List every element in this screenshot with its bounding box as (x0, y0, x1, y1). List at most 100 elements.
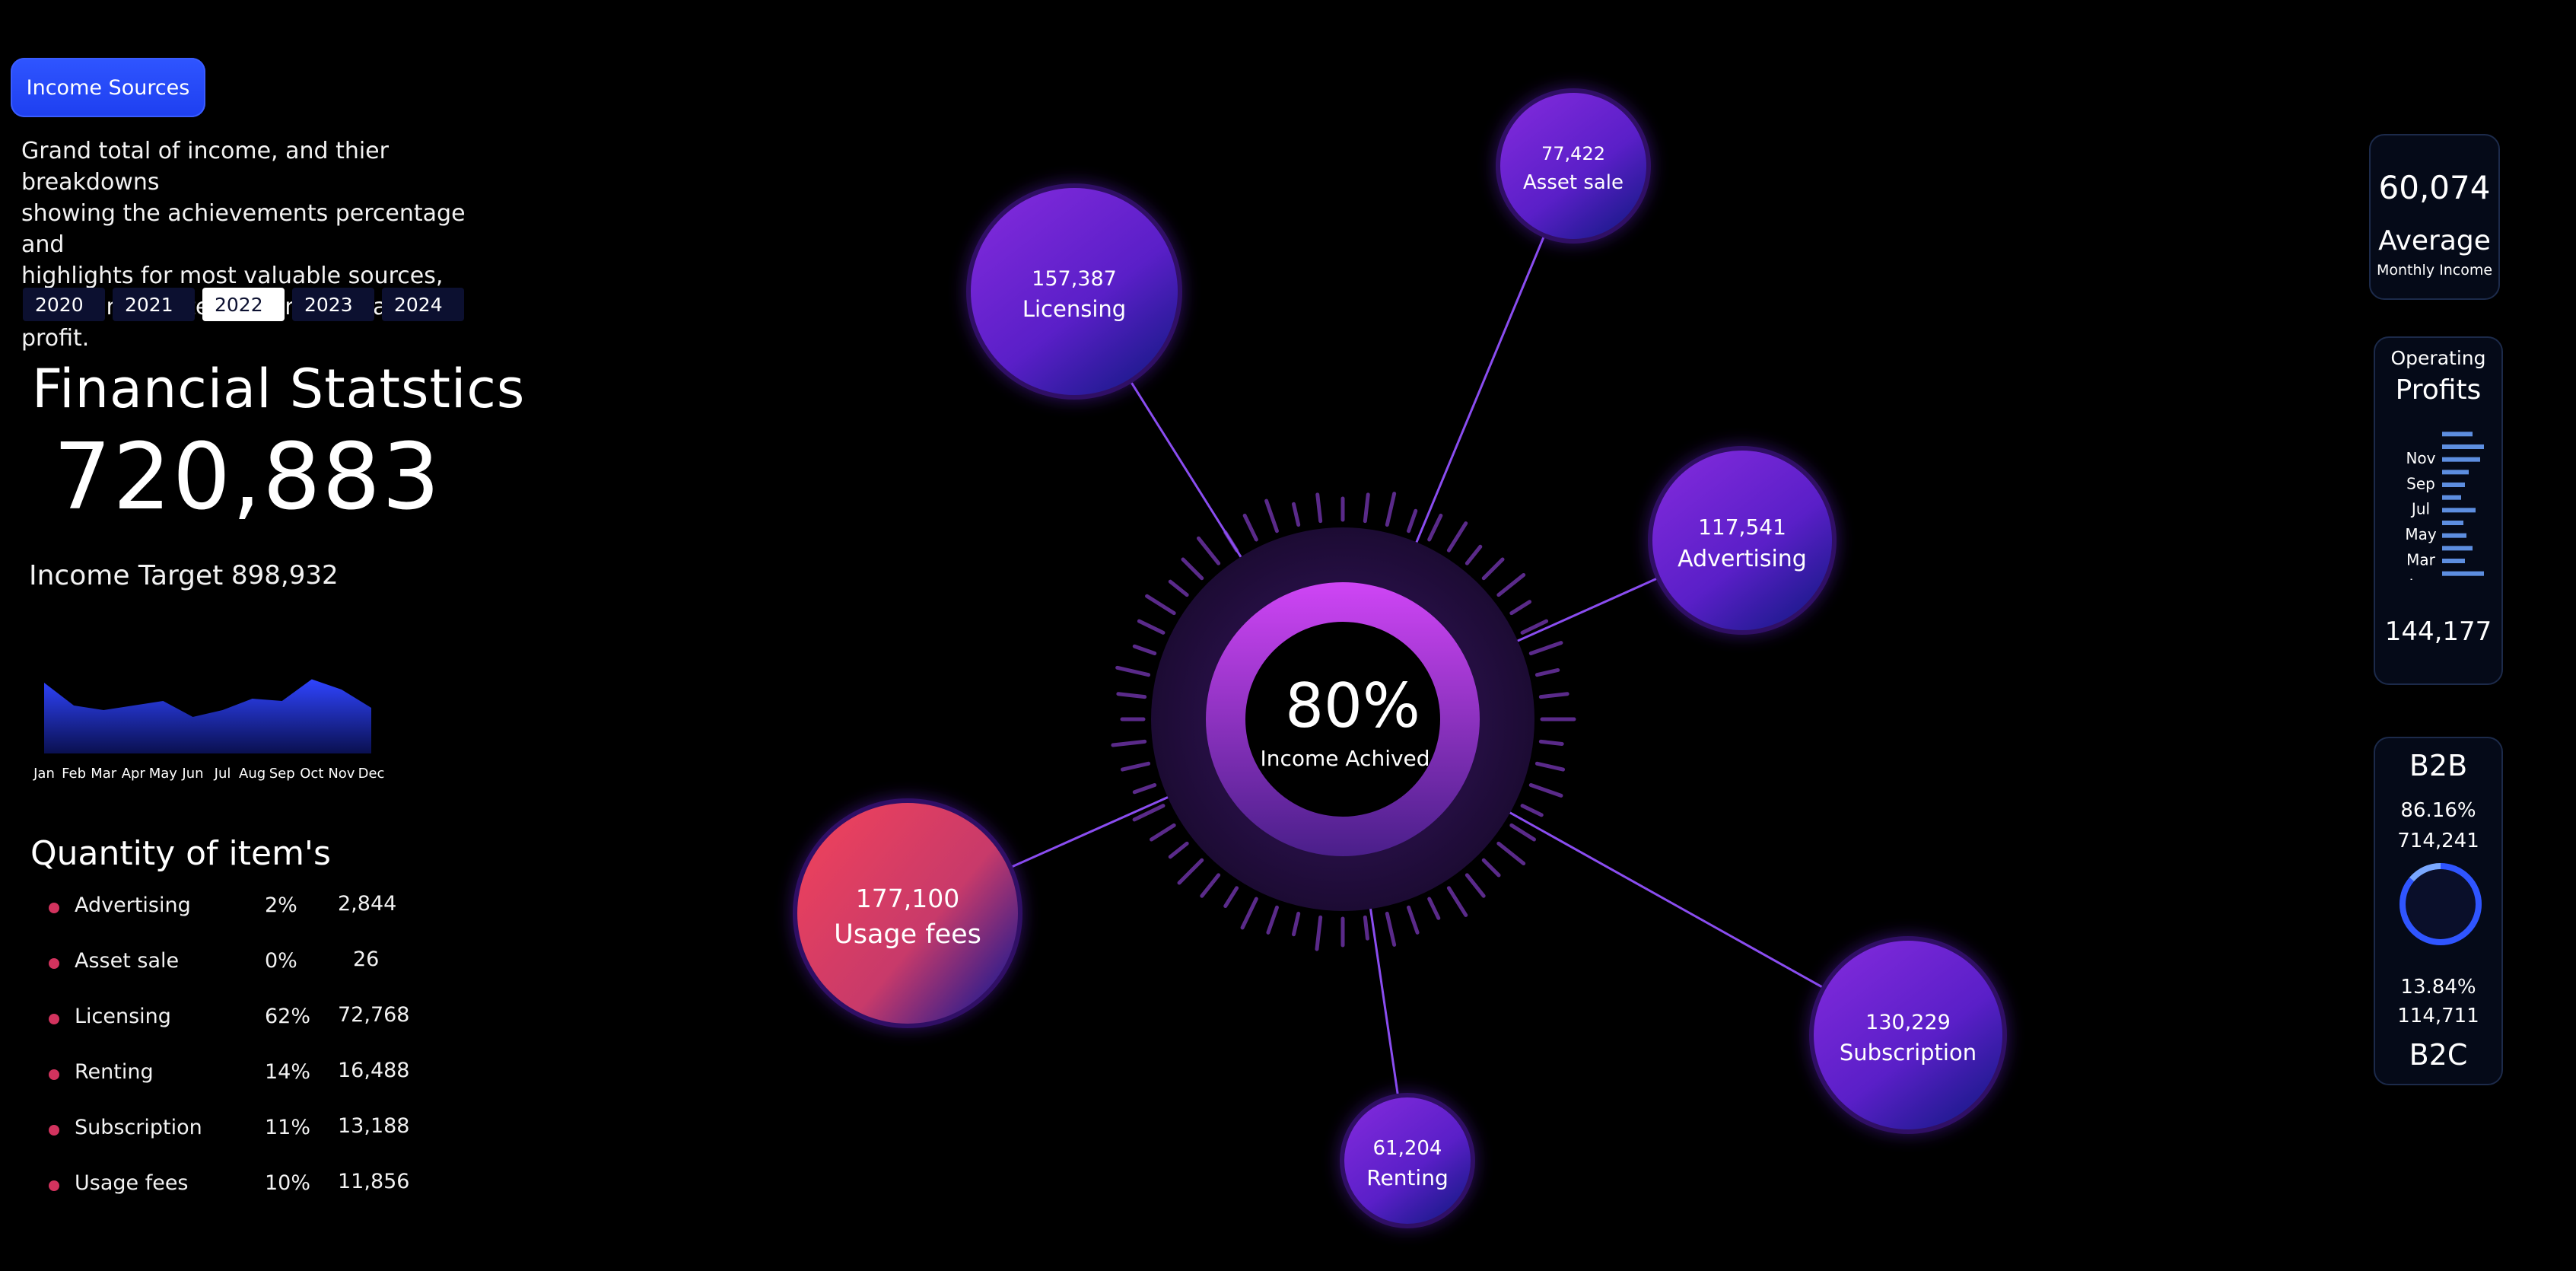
bubble-licensing[interactable]: 157,387 Licensing (966, 183, 1182, 400)
tick-mark (1363, 492, 1370, 524)
tick-mark (1496, 572, 1526, 597)
year-tab-2020[interactable]: 2020 (23, 288, 105, 321)
month-label: Jan (2408, 576, 2433, 580)
profit-bar (2442, 571, 2484, 576)
tick-mark (1181, 557, 1204, 581)
list-item: Renting 14% 16,488 (46, 1057, 441, 1113)
center-percent: 80% (1285, 671, 1420, 741)
item-name: Advertising (75, 894, 191, 917)
x-tick-label: Dec (358, 766, 385, 782)
bullet-icon (49, 903, 59, 913)
tick-mark (1132, 783, 1157, 795)
tick-mark (1534, 667, 1560, 677)
tick-mark (1407, 508, 1418, 534)
average-sublabel: Monthly Income (2376, 262, 2493, 279)
bullet-icon (49, 1014, 59, 1024)
income-target-label: Income Target (29, 560, 224, 591)
operating-label: Operating (2390, 347, 2486, 369)
bubble-value: 61,204 (1373, 1137, 1442, 1160)
bubble-advertising[interactable]: 117,541 Advertising (1648, 446, 1837, 635)
tick-mark (1509, 600, 1532, 616)
bubble-usage-fees[interactable]: 177,100 Usage fees (793, 798, 1022, 1028)
profit-bar (2442, 432, 2473, 437)
tick-mark (1446, 886, 1468, 917)
profit-bar (2442, 483, 2465, 487)
tick-mark (1363, 915, 1369, 941)
month-label: Nov (2406, 449, 2435, 467)
quantity-title: Quantity of item's (30, 834, 331, 873)
operating-value: 144,177 (2384, 616, 2492, 647)
year-selector: 2020 2021 2022 2023 2024 (23, 288, 464, 321)
b2b-donut-chart (2399, 863, 2482, 945)
year-tab-2024[interactable]: 2024 (382, 288, 464, 321)
profit-bar (2442, 559, 2465, 563)
item-name: Renting (75, 1060, 154, 1084)
profits-label: Profits (2395, 374, 2482, 406)
bubble-renting[interactable]: 61,204 Renting (1340, 1093, 1475, 1228)
profit-bar (2442, 495, 2461, 500)
bubble-subscription[interactable]: 130,229 Subscription (1809, 936, 2007, 1134)
bubble-circle (797, 803, 1018, 1024)
tick-mark (1509, 823, 1536, 842)
quantity-list: Advertising 2% 2,844 Asset sale 0% 26 Li… (46, 890, 441, 1224)
list-item: Subscription 11% 13,188 (46, 1113, 441, 1168)
tick-mark (1223, 886, 1239, 909)
profit-bar (2442, 546, 2473, 551)
tick-mark (1538, 692, 1569, 699)
donut-center (2409, 872, 2473, 936)
tick-mark (1150, 823, 1176, 842)
tick-mark (1407, 905, 1420, 935)
tick-mark (1291, 911, 1301, 937)
profit-bar (2442, 508, 2476, 513)
month-label: Mar (2406, 550, 2436, 569)
tick-mark (1446, 521, 1468, 553)
income-sources-button[interactable]: Income Sources (11, 58, 205, 117)
tick-mark (1240, 897, 1258, 930)
bubble-circle (971, 188, 1178, 395)
bubble-value: 77,422 (1541, 143, 1605, 164)
area-series (44, 679, 371, 753)
bubble-label: Renting (1366, 1165, 1448, 1190)
b2c-percent: 13.84% (2400, 976, 2476, 999)
bubble-value: 177,100 (856, 884, 959, 913)
year-tab-2022[interactable]: 2022 (202, 288, 285, 321)
item-name: Usage fees (75, 1171, 189, 1195)
item-percent: 14% (265, 1060, 311, 1084)
bubble-label: Subscription (1840, 1040, 1977, 1066)
b2b-label: B2B (2409, 749, 2468, 782)
tick-mark (1315, 492, 1323, 524)
average-label: Average (2378, 225, 2491, 256)
tick-mark (1481, 557, 1505, 581)
year-tab-2023[interactable]: 2023 (292, 288, 374, 321)
item-name: Licensing (75, 1005, 171, 1028)
item-percent: 62% (265, 1005, 311, 1028)
tick-mark (1315, 915, 1323, 951)
intro-line: highlights for most valuable sources, (21, 263, 444, 289)
year-tab-2021[interactable]: 2021 (113, 288, 195, 321)
tick-mark (1528, 783, 1563, 798)
tick-mark (1427, 897, 1441, 920)
tick-mark (1196, 536, 1221, 565)
tick-mark (1145, 594, 1176, 616)
x-tick-label: Sep (269, 766, 295, 782)
tick-mark (1481, 858, 1501, 878)
intro-line: showing the achievements percentage and (21, 200, 466, 258)
item-value: 26 (353, 948, 380, 971)
bubble-label: Asset sale (1523, 171, 1624, 194)
list-item: Usage fees 10% 11,856 (46, 1168, 441, 1224)
profit-bar (2442, 470, 2469, 475)
bullet-icon (49, 958, 59, 969)
x-tick-label: Jan (33, 766, 55, 782)
tick-mark (1465, 544, 1483, 565)
profit-bar (2442, 444, 2484, 449)
tick-mark (1200, 873, 1221, 898)
tick-mark (1177, 858, 1204, 885)
bubble-circle (1814, 941, 2002, 1129)
item-name: Subscription (75, 1116, 202, 1139)
tick-mark (1496, 841, 1526, 866)
bubble-asset-sale[interactable]: 77,422 Asset sale (1496, 88, 1651, 244)
x-tick-label: Oct (300, 766, 323, 782)
bubble-value: 157,387 (1032, 267, 1117, 291)
tick-mark (1534, 761, 1566, 772)
